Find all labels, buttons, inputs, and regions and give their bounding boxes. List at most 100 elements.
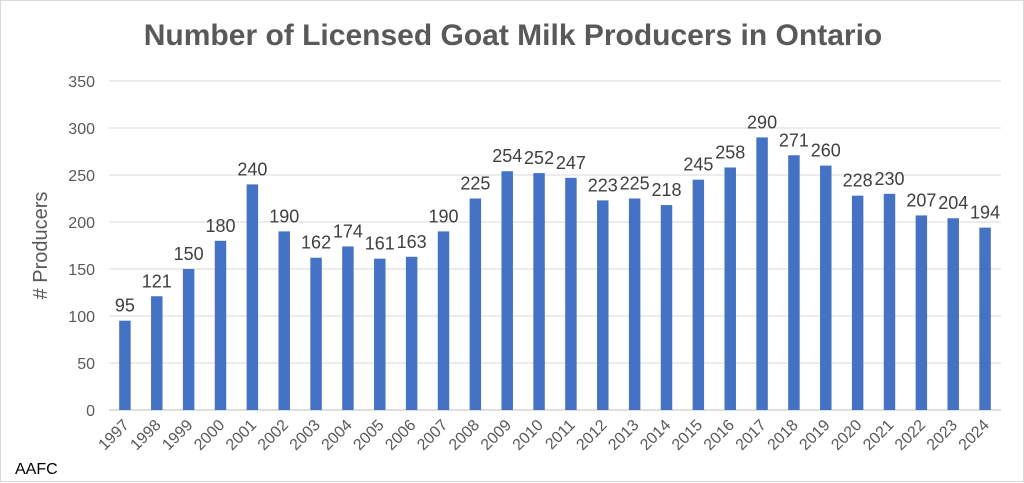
data-label-2022: 207 (906, 190, 936, 210)
x-tick-label-2017: 2017 (733, 417, 770, 454)
x-tick-label-2024: 2024 (956, 417, 993, 454)
data-label-2006: 163 (397, 232, 427, 252)
data-label-2009: 254 (492, 146, 522, 166)
data-label-2017: 290 (747, 112, 777, 132)
data-label-2018: 271 (779, 130, 809, 150)
data-label-2015: 245 (683, 155, 713, 175)
bar-2022 (915, 215, 928, 410)
y-axis-title: # Producers (30, 192, 52, 300)
bar-2010 (533, 173, 545, 410)
bar-2009 (501, 171, 513, 410)
bar-2019 (820, 165, 832, 410)
x-tick-label-2010: 2010 (510, 417, 547, 454)
data-label-2013: 225 (620, 174, 650, 194)
x-tick-label-2020: 2020 (828, 417, 865, 454)
x-tick-label-2018: 2018 (765, 417, 802, 454)
bar-2011 (565, 177, 577, 410)
bar-2003 (310, 257, 322, 410)
x-tick-label-1999: 1999 (159, 417, 196, 454)
x-tick-label-2000: 2000 (191, 417, 228, 454)
bar-2015 (692, 179, 705, 410)
bar-2000 (214, 240, 227, 410)
y-tick-label: 300 (68, 121, 95, 138)
data-label-2002: 190 (269, 206, 299, 226)
gridlines (109, 80, 1001, 411)
data-label-2014: 218 (651, 180, 681, 200)
y-tick-label: 350 (68, 74, 95, 91)
data-label-2011: 247 (556, 153, 586, 173)
x-tick-label-2021: 2021 (860, 417, 897, 454)
bar-2016 (724, 167, 736, 410)
x-tick-label-2012: 2012 (573, 417, 610, 454)
bar-2017 (756, 137, 768, 410)
x-tick-label-1998: 1998 (127, 417, 164, 454)
data-label-2010: 252 (524, 148, 554, 168)
bar-2020 (851, 195, 864, 410)
y-tick-label: 0 (86, 403, 95, 420)
data-label-2005: 161 (365, 234, 395, 254)
bars (119, 137, 991, 410)
bar-2004 (342, 246, 354, 410)
bar-2008 (469, 198, 482, 410)
x-tick-label-2004: 2004 (319, 417, 356, 454)
bar-2002 (278, 231, 290, 410)
y-tick-label: 250 (68, 168, 95, 185)
y-tick-label: 200 (68, 215, 95, 232)
bar-2012 (597, 200, 609, 410)
x-axis-ticks: 1997199819992000200120022003200420052006… (96, 417, 993, 454)
y-tick-label: 150 (68, 262, 95, 279)
x-tick-label-2011: 2011 (542, 417, 578, 453)
data-label-2021: 230 (874, 169, 904, 189)
data-label-2023: 204 (938, 193, 968, 213)
bar-1997 (119, 320, 131, 410)
data-label-1997: 95 (115, 296, 135, 316)
x-tick-label-2009: 2009 (478, 417, 515, 454)
x-tick-label-2001: 2001 (223, 417, 260, 454)
chart-title: Number of Licensed Goat Milk Producers i… (143, 19, 883, 52)
data-label-2008: 225 (460, 174, 490, 194)
data-label-1998: 121 (142, 271, 172, 291)
bar-2006 (405, 256, 418, 410)
bar-2024 (979, 227, 991, 410)
x-tick-label-2014: 2014 (637, 417, 674, 454)
bar-2018 (788, 155, 800, 410)
bar-2014 (660, 205, 673, 410)
x-tick-label-2008: 2008 (446, 417, 483, 454)
data-label-2007: 190 (428, 206, 458, 226)
x-tick-label-2003: 2003 (287, 417, 324, 454)
x-tick-label-2015: 2015 (669, 417, 706, 454)
y-tick-label: 50 (77, 356, 95, 373)
source-note: AAFC (15, 461, 58, 478)
data-label-2020: 228 (843, 171, 873, 191)
x-tick-label-2007: 2007 (414, 417, 451, 454)
data-label-1999: 150 (174, 244, 204, 264)
bar-2007 (437, 231, 450, 410)
data-label-2004: 174 (333, 221, 363, 241)
bar-2001 (246, 184, 259, 410)
data-label-2003: 162 (301, 233, 331, 253)
x-tick-label-1997: 1997 (96, 417, 133, 454)
data-label-2024: 194 (970, 203, 1000, 223)
data-label-2019: 260 (811, 141, 841, 161)
bar-1998 (151, 296, 163, 410)
y-axis-ticks: 0 50 100 150 200 250 300 350 (68, 74, 95, 420)
x-tick-label-2016: 2016 (701, 417, 738, 454)
bar-2023 (947, 218, 959, 410)
y-tick-label: 100 (68, 309, 95, 326)
x-tick-label-2013: 2013 (605, 417, 642, 454)
x-tick-label-2002: 2002 (255, 417, 292, 454)
bar-2021 (883, 193, 896, 410)
data-label-2012: 223 (588, 175, 618, 195)
data-label-2000: 180 (205, 216, 235, 236)
x-tick-label-2023: 2023 (924, 417, 961, 454)
data-label-2016: 258 (715, 142, 745, 162)
bar-1999 (182, 269, 195, 410)
x-tick-label-2022: 2022 (892, 417, 929, 454)
bar-2013 (628, 198, 641, 410)
x-tick-label-2019: 2019 (796, 417, 833, 454)
x-tick-label-2005: 2005 (350, 417, 387, 454)
data-label-2001: 240 (237, 159, 267, 179)
